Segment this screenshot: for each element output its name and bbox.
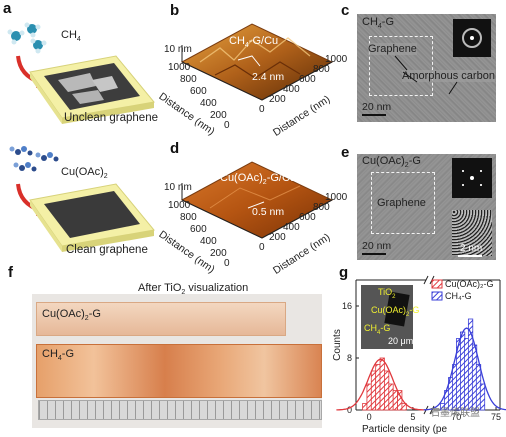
panel-g-inset-scale: 20 μm	[388, 336, 414, 346]
ch4-fit-curve	[423, 327, 506, 411]
graphene-region-box	[369, 36, 433, 96]
x-tick-label: 70	[451, 412, 461, 422]
x-tick-label: 5	[410, 412, 415, 422]
y-tick-label: 8	[347, 353, 352, 363]
x-tick-label: 0	[367, 412, 372, 422]
panel-d-axis-right: 0 200 400 600 800 1000 Distance (nm)	[259, 192, 348, 277]
x-axis-label: Particle density (pe	[362, 424, 447, 435]
panel-a-letter: a	[3, 0, 12, 17]
panel-e-inset-scale-label: 2 nm	[460, 243, 483, 254]
cuoac-fit-curve	[336, 358, 425, 411]
panel-d-sample-label: Cu(OAc)2-G/Cu	[220, 172, 297, 187]
panel-c-arrows	[394, 55, 458, 95]
methane-molecule-icon	[30, 38, 47, 54]
panel-e-label-graphene: Graphene	[377, 197, 426, 209]
panel-a-caption-bottom: Clean graphene	[66, 244, 148, 256]
legend-swatch-ch4	[431, 291, 443, 301]
copper-foil-unclean	[36, 344, 322, 398]
cuoac-bar	[392, 390, 398, 411]
methane-molecule-icon	[24, 22, 41, 38]
panel-b-letter: b	[170, 2, 180, 19]
panel-f-photo	[32, 294, 322, 428]
cuoac-bar	[375, 364, 381, 411]
lattice-inset	[452, 210, 492, 256]
panel-b-z-label: 10 nm	[164, 44, 192, 55]
panel-a-gas-bottom-label: Cu(OAc)2	[61, 166, 108, 181]
panel-f-label-bottom: CH4-G	[42, 348, 75, 363]
fft-inset	[452, 158, 492, 198]
panel-a-caption-top: Unclean graphene	[64, 112, 158, 124]
y-axis-label: Counts	[332, 329, 343, 361]
panel-b-sample-label: CH4-G/Cu	[229, 35, 279, 50]
panel-c-label-amorphous: Amorphous carbon	[402, 70, 495, 82]
cuoac-bar	[388, 383, 394, 411]
cuoac-bar	[384, 370, 390, 411]
panel-g-inset-tio2: TiO2	[378, 287, 396, 300]
copper-foil-clean	[36, 302, 286, 336]
y-tick-label: 0	[347, 405, 352, 415]
legend-label-cuoac: Cu(OAc)₂-G	[445, 279, 494, 289]
axis-break-mark	[423, 275, 429, 285]
panel-b-height-label: 2.4 nm	[252, 71, 285, 83]
cuoac-bar	[397, 390, 403, 411]
x-tick-label: 75	[491, 412, 501, 422]
panel-g-histogram: 0 8 16 0 5 70 75 Counts Particle density (pe Cu(O…	[332, 275, 506, 435]
panel-c-scale-bar	[362, 114, 386, 116]
panel-f-title: After TiO2 visualization	[138, 282, 249, 297]
panel-f-letter: f	[8, 264, 13, 281]
watermark-text: 石墨烯联盟	[430, 408, 480, 419]
ch4-bar	[479, 383, 486, 411]
graphene-region-box	[371, 172, 435, 234]
panel-g-inset-ch4: CH4-G	[364, 323, 391, 336]
panel-g-inset-cuoac: Cu(OAc)2-G	[371, 305, 420, 318]
panel-a-gas-top-label: CH4	[61, 29, 81, 44]
copper-acetate-molecule-icon	[35, 152, 59, 162]
cuoac-bar	[366, 383, 372, 411]
panel-e-tem-image	[357, 154, 496, 260]
panel-c-label-graphene: Graphene	[368, 43, 417, 55]
panel-d-letter: d	[170, 140, 180, 157]
panel-g-inset-image	[361, 285, 413, 349]
fft-inset	[453, 19, 491, 57]
panel-f-label-top: Cu(OAc)2-G	[42, 308, 101, 323]
panel-e-scale-bar	[362, 253, 386, 255]
panel-a-top-illustration	[7, 22, 155, 124]
panel-c-tem-image	[357, 14, 496, 122]
cuoac-bar	[362, 403, 368, 411]
panel-e-scale-label: 20 nm	[362, 240, 392, 252]
ruler	[38, 400, 322, 420]
panel-c-scale-label: 20 nm	[362, 101, 392, 113]
panel-c-letter: c	[341, 2, 350, 19]
panel-d-afm-3d	[180, 161, 334, 239]
panel-b-axis-left: 1000 800 600 400 200 0 Distance (nm)	[156, 62, 230, 138]
panel-d-z-label: 10 nm	[164, 182, 192, 193]
panel-d-height-label: 0.5 nm	[252, 206, 285, 218]
cuoac-bar	[401, 403, 407, 411]
legend-label-ch4: CH₄-G	[445, 291, 472, 301]
panel-b-afm-3d	[180, 23, 334, 101]
y-tick-label: 16	[342, 301, 352, 311]
cuoac-bar	[370, 370, 377, 411]
panel-e-letter: e	[341, 144, 350, 161]
panel-a-bottom-illustration	[9, 146, 155, 252]
panel-b-axis-right: 0 200 400 600 800 1000 Distance (nm)	[259, 54, 348, 139]
axis-break-mark	[429, 405, 435, 415]
legend-swatch-cuoac	[431, 279, 443, 289]
copper-acetate-molecule-icon	[9, 146, 33, 156]
cuoac-bar	[379, 357, 385, 411]
panel-g-letter: g	[339, 264, 349, 281]
panel-c-title: CH4-G	[362, 16, 395, 31]
panel-e-inset-scale-bar	[458, 255, 482, 257]
copper-acetate-molecule-icon	[13, 162, 37, 172]
panel-d-axis-left: 1000 800 600 400 200 0 Distance (nm)	[156, 200, 230, 276]
panel-e-title: Cu(OAc)2-G	[362, 155, 421, 170]
methane-molecule-icon	[7, 29, 25, 45]
